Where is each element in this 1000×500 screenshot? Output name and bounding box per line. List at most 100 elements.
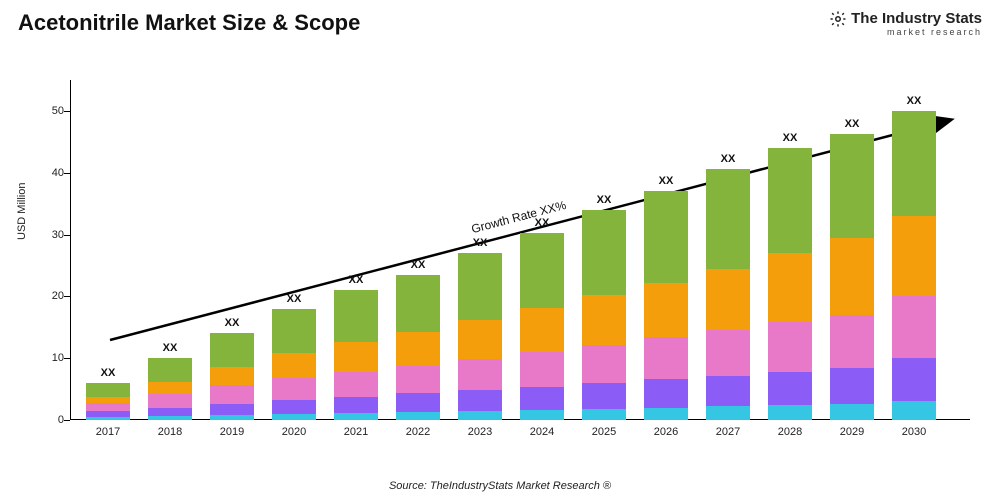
bar-value-label: XX	[520, 217, 564, 229]
brand-name: The Industry Stats	[851, 11, 982, 27]
bar-segment	[396, 366, 440, 394]
bar-segment	[210, 367, 254, 386]
bar-segment	[272, 309, 316, 354]
bar-value-label: XX	[582, 194, 626, 206]
y-tick-label: 40	[40, 167, 64, 179]
plot-area: Growth Rate XX% 01020304050XX2017XX2018X…	[70, 80, 970, 420]
x-tick-label: 2028	[766, 426, 814, 438]
bar-segment	[706, 376, 750, 407]
y-tick-mark	[64, 420, 70, 421]
bar-segment	[86, 411, 130, 417]
y-tick-mark	[64, 173, 70, 174]
bar-segment	[830, 315, 874, 368]
bar-segment	[768, 253, 812, 322]
bar-segment	[582, 383, 626, 409]
bar-segment	[582, 210, 626, 295]
bar-segment	[86, 403, 130, 410]
x-tick-label: 2026	[642, 426, 690, 438]
y-axis-label: USD Million	[16, 183, 28, 240]
bar-segment	[644, 283, 688, 337]
bar-segment	[272, 400, 316, 414]
bar-segment	[210, 333, 254, 366]
gear-icon	[829, 10, 847, 28]
y-tick-label: 50	[40, 105, 64, 117]
bar-segment	[86, 397, 130, 403]
bar-segment	[272, 414, 316, 420]
bar-segment	[210, 385, 254, 404]
bar-segment	[272, 353, 316, 378]
bar-segment	[644, 337, 688, 379]
bar-value-label: XX	[706, 153, 750, 165]
x-tick-label: 2021	[332, 426, 380, 438]
bar-segment	[520, 410, 564, 420]
bar-segment	[830, 404, 874, 420]
bar-value-label: XX	[768, 132, 812, 144]
bar-segment	[830, 368, 874, 404]
bar-segment	[520, 233, 564, 307]
bar-segment	[830, 238, 874, 315]
bar-value-label: XX	[210, 317, 254, 329]
y-tick-mark	[64, 358, 70, 359]
bar-segment	[892, 401, 936, 420]
x-tick-label: 2018	[146, 426, 194, 438]
bar-segment	[396, 412, 440, 420]
y-tick-label: 10	[40, 352, 64, 364]
bar-segment	[334, 413, 378, 420]
bar-segment	[706, 330, 750, 376]
bar-segment	[830, 134, 874, 238]
bar-segment	[706, 269, 750, 330]
bar-segment	[86, 417, 130, 420]
x-tick-label: 2019	[208, 426, 256, 438]
bar-segment	[706, 406, 750, 420]
bar-segment	[334, 290, 378, 342]
bar-segment	[458, 359, 502, 390]
bar-segment	[520, 352, 564, 387]
bar-segment	[768, 372, 812, 405]
bar-value-label: XX	[272, 293, 316, 305]
bar-segment	[644, 191, 688, 282]
bar-segment	[706, 169, 750, 269]
bar-segment	[458, 411, 502, 420]
bar-value-label: XX	[458, 237, 502, 249]
bar-segment	[644, 379, 688, 407]
bar-segment	[458, 390, 502, 411]
bar-segment	[892, 216, 936, 296]
bar-segment	[582, 345, 626, 383]
bar-segment	[520, 387, 564, 410]
bar-value-label: XX	[892, 95, 936, 107]
bar-segment	[272, 378, 316, 400]
x-tick-label: 2024	[518, 426, 566, 438]
bar-segment	[148, 358, 192, 381]
x-tick-label: 2017	[84, 426, 132, 438]
chart-area: Growth Rate XX% 01020304050XX2017XX2018X…	[70, 80, 970, 450]
x-tick-label: 2027	[704, 426, 752, 438]
bar-segment	[768, 405, 812, 420]
bar-segment	[148, 382, 192, 394]
page-title: Acetonitrile Market Size & Scope	[18, 10, 360, 36]
bar-value-label: XX	[148, 342, 192, 354]
x-tick-label: 2022	[394, 426, 442, 438]
bar-segment	[148, 416, 192, 420]
x-tick-label: 2023	[456, 426, 504, 438]
bar-segment	[148, 394, 192, 408]
bar-segment	[582, 409, 626, 420]
brand-tagline: market research	[829, 28, 982, 37]
bar-segment	[334, 342, 378, 372]
y-tick-mark	[64, 111, 70, 112]
bar-segment	[458, 320, 502, 360]
bar-segment	[210, 415, 254, 420]
y-tick-mark	[64, 235, 70, 236]
bar-segment	[892, 296, 936, 358]
bar-segment	[86, 383, 130, 397]
bar-segment	[520, 308, 564, 353]
y-tick-mark	[64, 296, 70, 297]
bar-segment	[210, 404, 254, 415]
y-tick-label: 30	[40, 229, 64, 241]
bar-value-label: XX	[334, 274, 378, 286]
bar-segment	[768, 322, 812, 371]
bar-segment	[582, 295, 626, 344]
bar-segment	[396, 393, 440, 412]
bar-segment	[458, 253, 502, 320]
x-tick-label: 2020	[270, 426, 318, 438]
x-tick-label: 2030	[890, 426, 938, 438]
